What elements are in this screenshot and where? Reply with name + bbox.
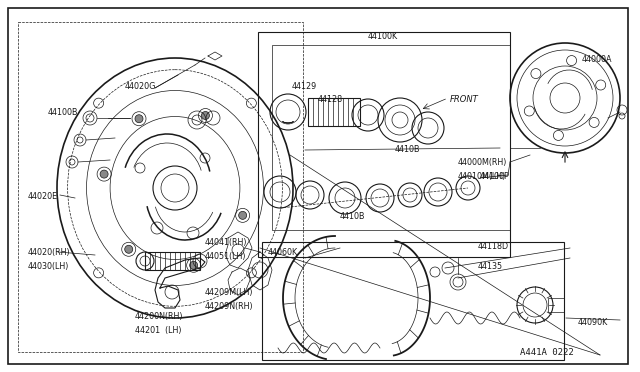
Text: 44090K: 44090K — [578, 318, 608, 327]
Text: 44051(LH): 44051(LH) — [205, 252, 246, 261]
Circle shape — [125, 245, 132, 253]
Text: 44129: 44129 — [292, 82, 317, 91]
Text: 44200N(RH): 44200N(RH) — [135, 312, 184, 321]
Circle shape — [189, 261, 198, 269]
Text: 44100K: 44100K — [368, 32, 398, 41]
Text: 44000M(RH): 44000M(RH) — [458, 158, 508, 167]
Text: 44128: 44128 — [318, 95, 343, 104]
Text: 44020(RH): 44020(RH) — [28, 248, 70, 257]
Text: 44030(LH): 44030(LH) — [28, 262, 69, 271]
Circle shape — [100, 170, 108, 178]
Bar — [308, 98, 360, 126]
Text: 44209M(LH): 44209M(LH) — [205, 288, 253, 297]
Bar — [548, 298, 564, 312]
Text: 44100B: 44100B — [48, 108, 79, 117]
Text: 44010M(LH): 44010M(LH) — [458, 172, 506, 181]
Text: 44100P: 44100P — [480, 172, 509, 181]
Circle shape — [135, 115, 143, 123]
Text: FRONT: FRONT — [450, 95, 479, 104]
Bar — [262, 242, 564, 360]
Text: 44135: 44135 — [478, 262, 503, 271]
Text: 44020G: 44020G — [125, 82, 156, 91]
Text: A441A 0222: A441A 0222 — [520, 348, 573, 357]
Text: 4410B: 4410B — [340, 212, 365, 221]
Text: 44020E: 44020E — [28, 192, 58, 201]
Bar — [145, 252, 200, 270]
Text: 44000A: 44000A — [582, 55, 612, 64]
Bar — [258, 32, 510, 257]
Text: 4410B: 4410B — [395, 145, 420, 154]
Text: 44041(RH): 44041(RH) — [205, 238, 248, 247]
Text: 44209N(RH): 44209N(RH) — [205, 302, 253, 311]
Text: 44201  (LH): 44201 (LH) — [135, 326, 182, 335]
Text: 44060K: 44060K — [268, 248, 298, 257]
Bar — [272, 45, 510, 230]
Circle shape — [239, 211, 246, 219]
Text: 44118D: 44118D — [478, 242, 509, 251]
Bar — [18, 22, 303, 352]
Circle shape — [202, 112, 209, 119]
